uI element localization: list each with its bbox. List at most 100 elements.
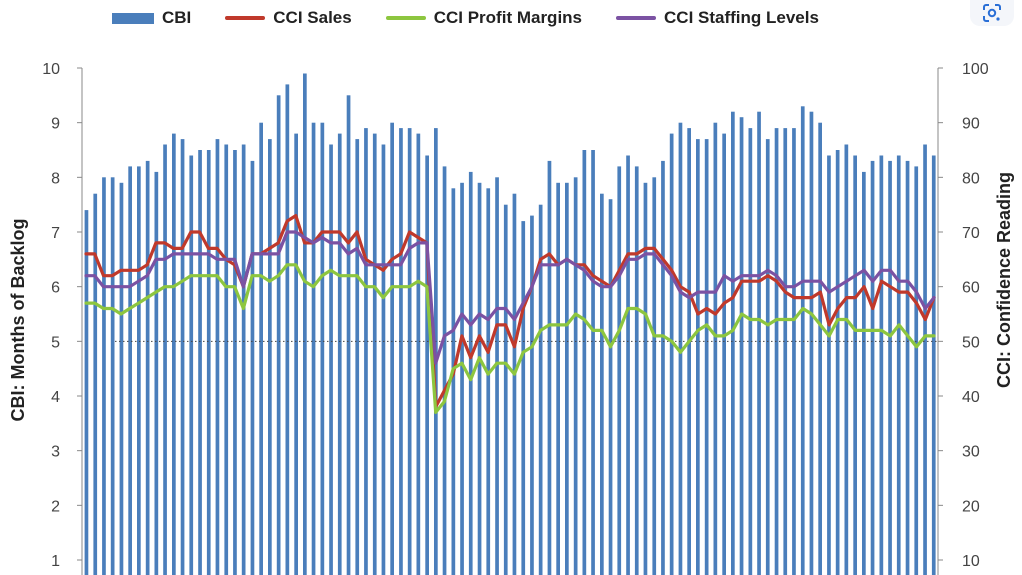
cbi-bar	[896, 155, 901, 575]
cbi-bar	[119, 182, 124, 575]
legend-label-cbi: CBI	[162, 8, 192, 27]
cbi-bar	[565, 182, 569, 575]
cbi-bar	[495, 177, 499, 575]
y-left-tick-label: 5	[51, 334, 60, 351]
cbi-bar	[696, 139, 700, 575]
cbi-bar	[923, 144, 927, 575]
cbi-bar	[425, 155, 429, 575]
cbi-bar	[765, 139, 770, 575]
cbi-bar	[538, 204, 543, 575]
cbi-bar	[809, 111, 814, 575]
cbi-bar	[93, 193, 98, 575]
cbi-bar	[722, 133, 726, 575]
cbi-bar	[407, 128, 412, 575]
cbi-bar	[774, 128, 779, 575]
cbi-bar	[862, 171, 866, 575]
y-right-tick-label: 60	[962, 280, 980, 297]
cbi-bar	[792, 128, 796, 575]
y-axis-right-title: CCI: Confidence Reading	[994, 172, 1014, 388]
y-left-tick-label: 3	[51, 444, 60, 461]
cbi-bar	[573, 177, 578, 575]
cbi-bar	[643, 182, 648, 575]
y-left-tick-label: 6	[51, 280, 60, 297]
cbi-bar	[661, 160, 665, 575]
cbi-bar	[451, 188, 456, 575]
cbi-bar	[783, 128, 788, 575]
cbi-bar	[259, 122, 263, 575]
y-left-tick-label: 4	[51, 389, 60, 406]
cbi-bar	[337, 133, 342, 575]
cci-lines	[84, 214, 936, 414]
cbi-bar	[355, 139, 360, 575]
legend: CBI CCI Sales CCI Profit Margins CCI Sta…	[112, 8, 819, 28]
cbi-bar	[800, 106, 805, 575]
y-left-tick-label: 7	[51, 225, 60, 242]
y-right-tick-label: 80	[962, 170, 980, 187]
cbi-bar	[582, 150, 587, 575]
cbi-bar	[224, 144, 229, 575]
cbi-bar	[311, 122, 316, 575]
legend-label-cci-profit-margins: CCI Profit Margins	[433, 8, 583, 27]
y-right-tick-label: 90	[962, 116, 980, 133]
y-right-tick-label: 10	[962, 553, 980, 570]
axes: 1 2 3 4 5 6 7 8 9 10 10 20 30 40 50 60 70 80 90 100	[42, 61, 989, 575]
y-left-tick-label: 10	[42, 61, 60, 78]
y-left-tick-label: 1	[51, 553, 60, 570]
cbi-bar	[879, 155, 884, 575]
cbi-bar	[215, 139, 220, 575]
cbi-bar	[870, 160, 875, 575]
cbi-bar	[853, 155, 857, 575]
y-right-tick-label: 50	[962, 334, 980, 351]
cbi-bar	[329, 144, 333, 575]
google-lens-button[interactable]	[970, 0, 1014, 26]
cbi-bar	[128, 166, 132, 575]
cbi-bar	[390, 122, 394, 575]
cbi-bar	[888, 160, 892, 575]
cbi-bar	[634, 166, 639, 575]
y-right-tick-label: 100	[962, 61, 989, 78]
cbi-bar	[84, 210, 89, 575]
cbi-bar	[512, 193, 517, 575]
legend-swatch-cbi	[112, 12, 154, 24]
cbi-bar	[818, 122, 822, 575]
cbi-bar	[241, 144, 246, 575]
cbi-bar	[233, 150, 237, 575]
cbi-bar	[268, 139, 272, 575]
y-right-tick-label: 40	[962, 389, 980, 406]
cbi-bar	[608, 199, 613, 575]
cbi-bar	[704, 139, 709, 575]
cbi-bar	[687, 128, 691, 575]
y-left-tick-label: 8	[51, 170, 60, 187]
cbi-bar	[617, 166, 622, 575]
cbi-bar	[372, 133, 377, 575]
y-right-tick-label: 20	[962, 498, 980, 515]
cbi-bar	[521, 221, 526, 575]
legend-swatch-cci-sales	[225, 16, 266, 20]
cbi-bar	[180, 139, 185, 575]
cbi-bar	[346, 95, 351, 575]
cbi-bar	[748, 128, 753, 575]
cbi-bar	[477, 182, 482, 575]
cbi-bar	[600, 193, 604, 575]
cbi-bar	[468, 171, 473, 575]
cbi-bar	[827, 155, 831, 575]
cbi-bar	[285, 84, 290, 575]
google-lens-icon	[983, 4, 1001, 22]
cbi-bar	[250, 160, 255, 575]
legend-swatch-cci-profit-margins	[385, 16, 426, 20]
cbi-bar	[530, 215, 534, 575]
cbi-bar	[416, 133, 421, 575]
cbi-bar	[547, 160, 552, 575]
legend-item-cbi: CBI	[112, 8, 191, 28]
cbi-bar	[713, 122, 718, 575]
cbi-bar	[102, 177, 106, 575]
y-right-tick-label: 70	[962, 225, 980, 242]
cbi-bar	[145, 160, 150, 575]
legend-item-cci-profit-margins: CCI Profit Margins	[385, 8, 583, 28]
cbi-bar	[652, 177, 657, 575]
cbi-bar	[486, 188, 491, 575]
series-line-cci-profit-margins	[84, 263, 936, 414]
cbi-bar	[678, 122, 683, 575]
cbi-bar	[137, 166, 141, 575]
